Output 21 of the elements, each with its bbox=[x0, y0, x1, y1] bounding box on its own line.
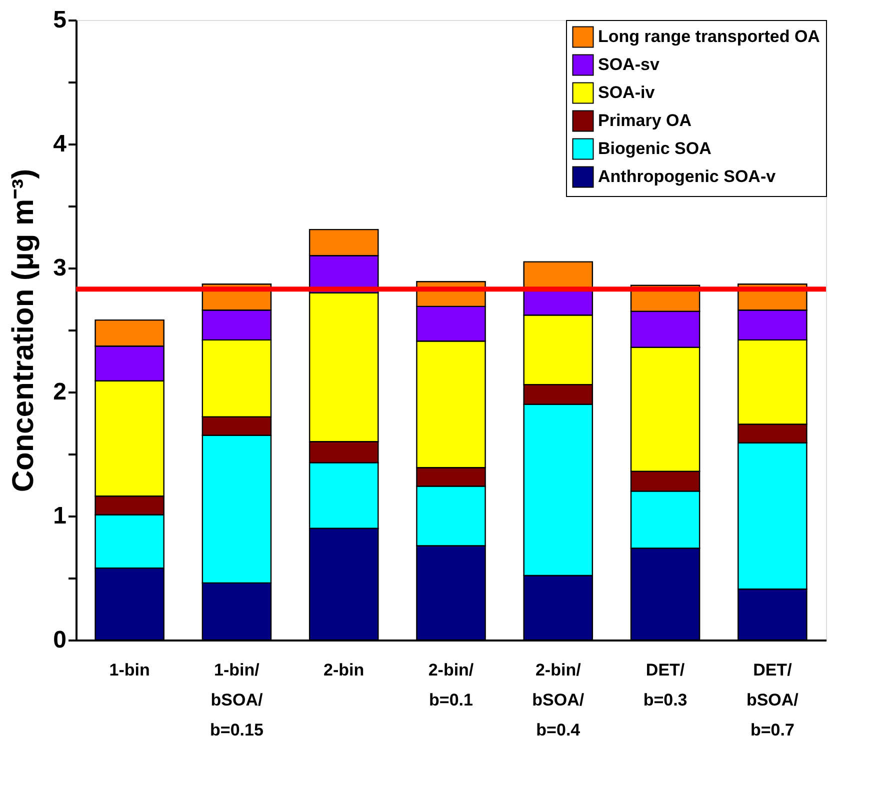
y-tick-label: 1 bbox=[53, 502, 66, 530]
y-tick-label: 3 bbox=[53, 254, 66, 282]
y-tick-label: 2 bbox=[53, 378, 66, 406]
y-tick-label: 5 bbox=[53, 6, 66, 34]
y-tick-label: 4 bbox=[53, 130, 68, 158]
y-tick-label: 0 bbox=[53, 626, 66, 654]
legend-label: SOA-iv bbox=[598, 83, 656, 102]
y-axis-title: Concentration (μg m⁻³) bbox=[7, 168, 40, 492]
x-tick-label: 2-bin/b=0.1 bbox=[428, 660, 474, 710]
x-tick-label: 1-bin/bSOA/b=0.15 bbox=[210, 660, 264, 740]
x-tick-label: DET/b=0.3 bbox=[643, 660, 688, 710]
legend-label: SOA-sv bbox=[598, 55, 660, 74]
x-tick-label: 1-bin bbox=[109, 660, 150, 680]
legend-label: Primary OA bbox=[598, 111, 692, 130]
legend-label: Long range transported OA bbox=[598, 27, 820, 46]
x-tick-label: 2-bin/bSOA/b=0.4 bbox=[532, 660, 584, 740]
legend-label: Biogenic SOA bbox=[598, 139, 712, 158]
legend-label: Anthropogenic SOA-v bbox=[598, 167, 776, 186]
x-tick-label: 2-bin bbox=[324, 660, 364, 680]
bar bbox=[523, 261, 594, 288]
x-tick-label: DET/bSOA/b=0.7 bbox=[746, 660, 799, 740]
